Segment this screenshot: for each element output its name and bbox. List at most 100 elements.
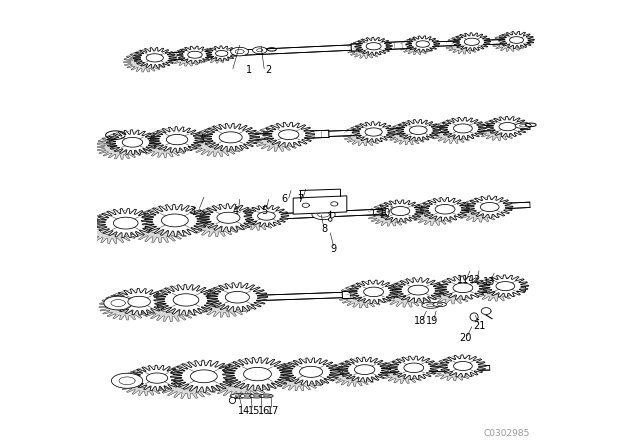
Polygon shape: [408, 285, 428, 295]
Polygon shape: [154, 139, 175, 150]
Text: 7: 7: [297, 194, 303, 204]
Polygon shape: [374, 202, 530, 215]
Circle shape: [470, 313, 478, 321]
Polygon shape: [430, 121, 476, 143]
Polygon shape: [386, 124, 431, 145]
Polygon shape: [343, 125, 386, 146]
Polygon shape: [128, 296, 150, 307]
Text: 5: 5: [261, 206, 268, 215]
Polygon shape: [106, 219, 137, 227]
Polygon shape: [225, 292, 250, 303]
Polygon shape: [188, 51, 202, 58]
Polygon shape: [410, 202, 459, 225]
Polygon shape: [394, 367, 414, 376]
Text: 10: 10: [379, 208, 391, 218]
Polygon shape: [470, 207, 489, 215]
Polygon shape: [111, 373, 143, 388]
Polygon shape: [146, 54, 163, 62]
Polygon shape: [410, 126, 427, 134]
Polygon shape: [444, 128, 463, 137]
Polygon shape: [260, 394, 273, 398]
Polygon shape: [377, 200, 424, 222]
Polygon shape: [191, 370, 217, 383]
Polygon shape: [206, 137, 229, 148]
Polygon shape: [125, 211, 193, 243]
Polygon shape: [253, 47, 267, 54]
Polygon shape: [249, 215, 266, 224]
Polygon shape: [416, 41, 429, 47]
Polygon shape: [422, 302, 440, 308]
Polygon shape: [435, 204, 455, 214]
Polygon shape: [170, 49, 205, 66]
Polygon shape: [453, 33, 491, 51]
Text: 12: 12: [469, 275, 482, 285]
Polygon shape: [244, 205, 289, 227]
Polygon shape: [509, 37, 524, 43]
Polygon shape: [212, 297, 236, 308]
Polygon shape: [194, 288, 254, 317]
Polygon shape: [278, 130, 299, 140]
Polygon shape: [133, 47, 176, 68]
Polygon shape: [111, 142, 131, 151]
Polygon shape: [492, 34, 527, 52]
Polygon shape: [141, 204, 209, 237]
Circle shape: [229, 397, 236, 404]
Polygon shape: [499, 122, 516, 131]
Polygon shape: [282, 358, 340, 386]
Circle shape: [328, 218, 332, 221]
Polygon shape: [347, 40, 384, 59]
Polygon shape: [342, 289, 410, 298]
Polygon shape: [284, 130, 329, 139]
Polygon shape: [515, 123, 531, 129]
Polygon shape: [250, 394, 264, 398]
Polygon shape: [206, 46, 237, 61]
Polygon shape: [454, 362, 472, 370]
Polygon shape: [210, 52, 223, 59]
Text: 11: 11: [457, 275, 469, 285]
Polygon shape: [431, 358, 477, 381]
Polygon shape: [187, 209, 245, 237]
Polygon shape: [352, 122, 395, 142]
Polygon shape: [207, 283, 268, 312]
Polygon shape: [482, 275, 529, 297]
Polygon shape: [358, 46, 373, 53]
Polygon shape: [399, 39, 433, 55]
Polygon shape: [353, 291, 372, 301]
Polygon shape: [445, 36, 483, 54]
Polygon shape: [351, 41, 410, 51]
Polygon shape: [230, 47, 248, 56]
Polygon shape: [95, 209, 156, 237]
Polygon shape: [453, 283, 473, 293]
Polygon shape: [287, 371, 310, 382]
Polygon shape: [106, 130, 158, 155]
Polygon shape: [227, 374, 255, 388]
Polygon shape: [257, 212, 275, 220]
Polygon shape: [124, 52, 166, 72]
Polygon shape: [221, 213, 267, 223]
Polygon shape: [481, 202, 499, 211]
Polygon shape: [161, 214, 188, 227]
Text: 16: 16: [258, 406, 270, 416]
Polygon shape: [339, 284, 387, 308]
Polygon shape: [349, 280, 398, 304]
Text: 18: 18: [414, 316, 427, 326]
Polygon shape: [496, 282, 515, 291]
Polygon shape: [106, 298, 141, 306]
Polygon shape: [99, 293, 154, 320]
Polygon shape: [266, 208, 410, 220]
Polygon shape: [134, 378, 156, 388]
Polygon shape: [252, 127, 304, 151]
Polygon shape: [202, 124, 260, 151]
Polygon shape: [329, 124, 530, 137]
Polygon shape: [253, 369, 342, 378]
Polygon shape: [115, 375, 159, 384]
Polygon shape: [366, 43, 381, 50]
Text: 15: 15: [248, 406, 260, 416]
Polygon shape: [204, 217, 227, 228]
Polygon shape: [428, 280, 477, 304]
Polygon shape: [186, 45, 351, 58]
Polygon shape: [230, 394, 247, 398]
Text: 17: 17: [268, 406, 280, 416]
Polygon shape: [392, 278, 444, 302]
Polygon shape: [180, 54, 195, 61]
